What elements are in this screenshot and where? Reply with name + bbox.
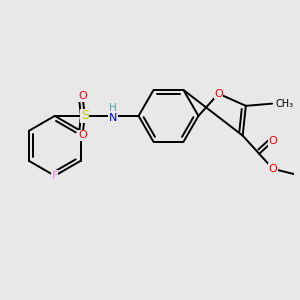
Text: H: H [109, 103, 117, 113]
Text: O: O [268, 164, 277, 174]
Text: F: F [52, 171, 58, 181]
Text: O: O [78, 130, 87, 140]
Text: S: S [81, 110, 89, 122]
Text: O: O [78, 92, 87, 101]
Text: O: O [268, 136, 277, 146]
Text: CH₃: CH₃ [275, 99, 293, 109]
Text: N: N [109, 113, 117, 123]
Text: O: O [214, 89, 223, 99]
